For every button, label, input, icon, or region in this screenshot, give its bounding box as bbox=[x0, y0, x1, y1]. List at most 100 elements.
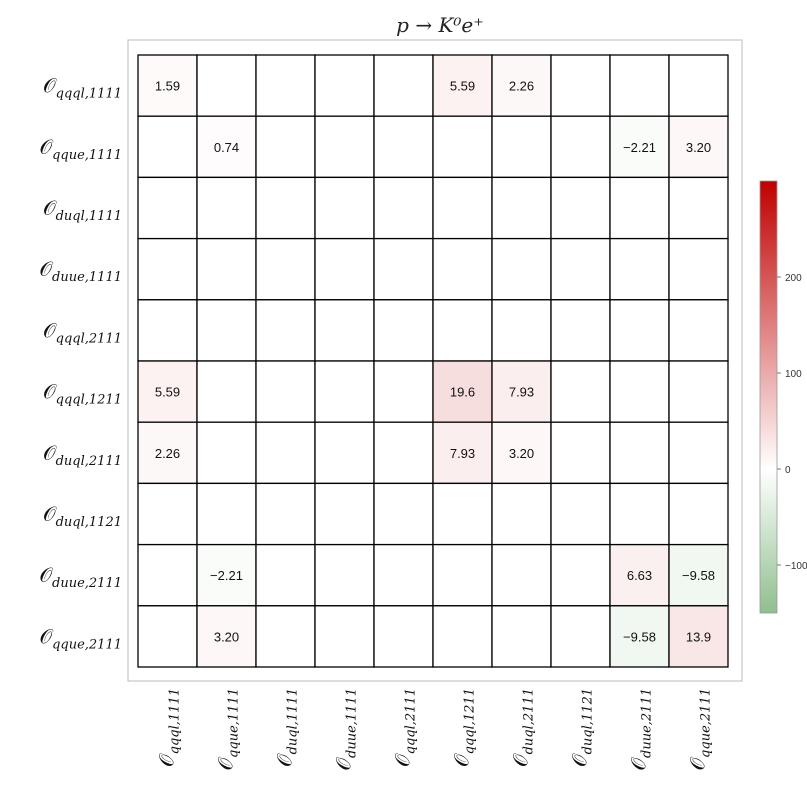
heatmap-cell bbox=[314, 482, 375, 546]
heatmap-cell bbox=[432, 299, 493, 362]
heatmap-cell bbox=[373, 421, 434, 485]
heatmap-cell bbox=[550, 421, 611, 485]
heatmap-cell bbox=[137, 605, 198, 668]
colorbar-tick-label: 200 bbox=[785, 273, 802, 284]
heatmap-cell bbox=[314, 237, 375, 301]
heatmap-cell bbox=[550, 543, 611, 607]
row-label: 𝒪qque,1111 bbox=[39, 135, 122, 163]
cell-value-label: 2.26 bbox=[509, 79, 534, 94]
heatmap-cell bbox=[491, 605, 552, 668]
heatmap-cell bbox=[314, 54, 375, 117]
heatmap-cell bbox=[373, 115, 434, 179]
heatmap-cell bbox=[432, 54, 493, 117]
heatmap-cell bbox=[491, 237, 552, 301]
heatmap-cell bbox=[373, 482, 434, 546]
heatmap-cell bbox=[550, 176, 611, 240]
colorbar: −100 0 100 200 bbox=[759, 180, 807, 614]
heatmap-cell bbox=[137, 237, 198, 301]
heatmap-cell bbox=[137, 543, 198, 607]
heatmap-cell bbox=[255, 482, 316, 546]
heatmap-cell bbox=[255, 605, 316, 668]
heatmap-cell bbox=[137, 482, 198, 546]
heatmap-cell bbox=[668, 605, 729, 668]
heatmap-cell bbox=[314, 176, 375, 240]
heatmap-cell bbox=[491, 421, 552, 485]
heatmap-cell bbox=[668, 421, 729, 485]
heatmap-cell bbox=[668, 176, 729, 240]
heatmap-cell bbox=[550, 54, 611, 117]
cell-value-label: 6.63 bbox=[627, 568, 652, 583]
cell-value-label: 7.93 bbox=[450, 446, 475, 461]
row-label: 𝒪duql,1111 bbox=[43, 196, 122, 224]
chart-title: p → K⁰e⁺ bbox=[396, 13, 484, 37]
cell-value-label: 5.59 bbox=[155, 385, 180, 400]
heatmap-cell bbox=[491, 543, 552, 607]
heatmap-cell bbox=[196, 482, 257, 546]
heatmap-cell bbox=[373, 176, 434, 240]
heatmap-cell bbox=[491, 176, 552, 240]
heatmap-cell bbox=[373, 543, 434, 607]
heatmap-cell bbox=[432, 115, 493, 179]
heatmap-cell bbox=[196, 237, 257, 301]
heatmap-cell bbox=[137, 115, 198, 179]
heatmap-cell bbox=[609, 543, 670, 607]
column-label: 𝒪qqql,2111 bbox=[391, 688, 419, 767]
heatmap-cell bbox=[609, 299, 670, 362]
row-labels: 𝒪qqql,1111 𝒪qque,1111 𝒪duql,1111 𝒪duue,1111… bbox=[39, 74, 122, 653]
cell-value-label: 1.59 bbox=[155, 79, 180, 94]
cell-value-label: 5.59 bbox=[450, 79, 475, 94]
heatmap-cell bbox=[314, 360, 375, 423]
heatmap-cell bbox=[609, 176, 670, 240]
column-label: 𝒪duql,1121 bbox=[568, 688, 596, 767]
heatmap-cell bbox=[373, 299, 434, 362]
heatmap-cell bbox=[668, 299, 729, 362]
heatmap-cell bbox=[373, 605, 434, 668]
heatmap-cell bbox=[668, 360, 729, 423]
row-label: 𝒪qque,2111 bbox=[39, 624, 122, 652]
heatmap-cell bbox=[668, 237, 729, 301]
cell-value-label: −2.21 bbox=[623, 140, 656, 155]
colorbar-gradient bbox=[759, 180, 778, 614]
heatmap-cell bbox=[255, 54, 316, 117]
heatmap-cell bbox=[196, 360, 257, 423]
column-label: 𝒪duue,2111 bbox=[627, 688, 655, 771]
heatmap-cell bbox=[668, 543, 729, 607]
heatmap-cell bbox=[255, 176, 316, 240]
heatmap-cell bbox=[314, 543, 375, 607]
cell-value-label: 3.20 bbox=[686, 140, 711, 155]
heatmap-cell bbox=[432, 482, 493, 546]
heatmap-cell bbox=[314, 605, 375, 668]
row-label: 𝒪duql,1121 bbox=[43, 502, 122, 530]
column-label: 𝒪duql,1111 bbox=[273, 688, 301, 767]
heatmap-cell bbox=[432, 176, 493, 240]
heatmap-cell bbox=[255, 360, 316, 423]
heatmap-cell bbox=[314, 421, 375, 485]
heatmap-cell bbox=[255, 115, 316, 179]
heatmap-cell bbox=[196, 299, 257, 362]
heatmap-cell bbox=[255, 421, 316, 485]
row-label: 𝒪duue,1111 bbox=[39, 257, 122, 285]
heatmap-cell bbox=[609, 360, 670, 423]
heatmap-cell bbox=[550, 299, 611, 362]
heatmap-cell bbox=[668, 115, 729, 179]
heatmap-cell bbox=[668, 482, 729, 546]
heatmap-cell bbox=[491, 299, 552, 362]
heatmap-cell bbox=[373, 237, 434, 301]
heatmap-cell bbox=[550, 605, 611, 668]
heatmap-cell bbox=[314, 299, 375, 362]
cell-value-label: −9.58 bbox=[682, 568, 715, 583]
heatmap-cell bbox=[432, 605, 493, 668]
heatmap-cell bbox=[609, 54, 670, 117]
cell-value-label: 3.20 bbox=[509, 446, 534, 461]
heatmap-cell bbox=[196, 605, 257, 668]
heatmap-cell bbox=[432, 237, 493, 301]
heatmap-cell bbox=[196, 115, 257, 179]
cell-value-label: 19.6 bbox=[450, 385, 475, 400]
heatmap-cell bbox=[255, 299, 316, 362]
column-label: 𝒪qque,2111 bbox=[686, 688, 714, 771]
row-label: 𝒪qqql,2111 bbox=[43, 318, 122, 346]
heatmap-cell bbox=[432, 543, 493, 607]
heatmap-cell bbox=[491, 482, 552, 546]
colorbar-tick-label: 100 bbox=[785, 369, 802, 380]
